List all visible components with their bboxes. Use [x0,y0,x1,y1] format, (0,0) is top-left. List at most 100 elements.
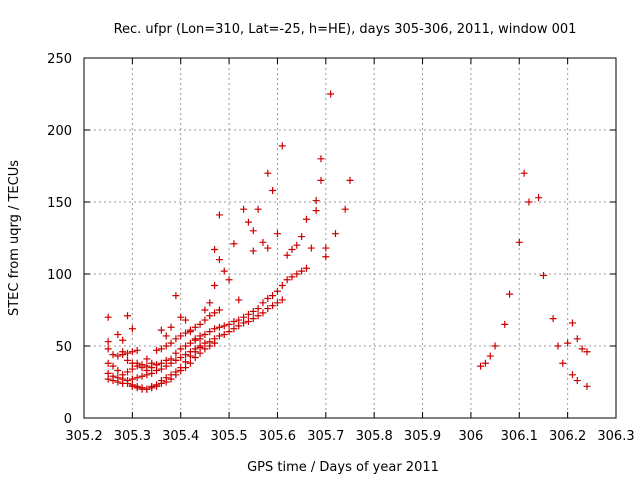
data-point [211,309,219,317]
x-tick-label: 305.7 [307,429,344,444]
x-tick-label: 305.4 [162,429,199,444]
data-point [559,359,567,367]
data-point [312,197,320,205]
data-point [249,227,257,235]
data-point [515,238,523,246]
data-point [578,345,586,353]
data-point [157,365,165,373]
data-point [264,169,272,177]
data-point [264,305,272,313]
data-point [230,318,238,326]
data-point [186,359,194,367]
data-point [254,205,262,213]
data-point [191,323,199,331]
data-point [259,238,267,246]
data-point [167,359,175,367]
data-point [341,205,349,213]
data-point [327,90,335,98]
data-point [186,352,194,360]
data-point [167,371,175,379]
y-tick-label: 150 [47,196,72,211]
data-point [273,299,281,307]
data-point [220,267,228,275]
data-point [206,299,214,307]
data-point [153,381,161,389]
data-point [278,296,286,304]
data-point [201,306,209,314]
y-tick-label: 250 [47,52,72,67]
data-point [477,362,485,370]
data-point [211,325,219,333]
data-point [568,371,576,379]
data-point [322,253,330,261]
data-point [177,364,185,372]
data-point [206,342,214,350]
data-point [109,351,117,359]
data-point [249,315,257,323]
data-point [124,379,132,387]
data-point [230,325,238,333]
y-tick-label: 200 [47,124,72,139]
data-point [481,359,489,367]
data-point [109,377,117,385]
data-point [215,256,223,264]
data-point [269,292,277,300]
x-tick-label: 305.3 [114,429,151,444]
data-point [293,241,301,249]
data-point [172,335,180,343]
data-point [307,244,315,252]
data-point [259,309,267,317]
data-point [172,356,180,364]
data-point [298,233,306,241]
data-point [186,339,194,347]
data-point [554,342,562,350]
data-point [196,343,204,351]
data-point [501,320,509,328]
data-point [278,282,286,290]
data-point [220,322,228,330]
data-point [167,339,175,347]
data-point [249,247,257,255]
data-point [573,335,581,343]
data-point [235,322,243,330]
data-point [520,169,528,177]
data-point [133,374,141,382]
data-point [128,348,136,356]
data-point [240,205,248,213]
data-point [124,356,132,364]
x-axis-label: GPS time / Days of year 2011 [247,460,439,475]
data-point [182,316,190,324]
data-point [293,270,301,278]
x-tick-label: 306.2 [549,429,586,444]
data-points [104,90,591,393]
data-point [249,307,257,315]
data-point [104,338,112,346]
data-point [162,374,170,382]
data-point [288,273,296,281]
data-point [346,176,354,184]
data-point [269,302,277,310]
data-point [186,326,194,334]
data-point [162,342,170,350]
x-tick-label: 305.6 [259,429,296,444]
data-point [278,142,286,150]
data-point [283,276,291,284]
data-point [211,282,219,290]
data-point [157,345,165,353]
data-point [491,342,499,350]
data-point [182,351,190,359]
data-point [264,294,272,302]
data-point [240,319,248,327]
data-point [506,290,514,298]
data-point [124,312,132,320]
data-point [583,348,591,356]
data-point [317,155,325,163]
data-point [138,364,146,372]
data-point [124,368,132,376]
data-point [269,186,277,194]
data-point [177,354,185,362]
data-point [191,348,199,356]
data-point [302,215,310,223]
data-point [244,218,252,226]
data-point [196,320,204,328]
